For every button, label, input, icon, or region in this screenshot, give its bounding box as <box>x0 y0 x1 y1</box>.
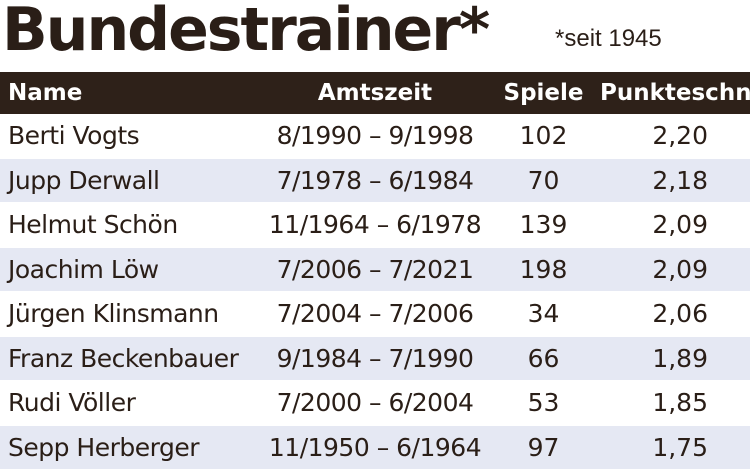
table-header-row: Name Amtszeit Spiele Punkteschnitt <box>0 72 750 114</box>
table-row: Sepp Herberger 11/1950 – 6/1964 97 1,75 <box>0 425 750 469</box>
table-row: Jürgen Klinsmann 7/2004 – 7/2006 34 2,06 <box>0 291 750 337</box>
column-header-spiele: Spiele <box>495 72 592 114</box>
table-row: Franz Beckenbauer 9/1984 – 7/1990 66 1,8… <box>0 336 750 381</box>
page-title: Bundestrainer* <box>2 0 490 65</box>
coach-table: Name Amtszeit Spiele Punkteschnitt Berti… <box>0 72 750 469</box>
cell-amtszeit: 11/1950 – 6/1964 <box>255 425 495 469</box>
cell-punkteschnitt: 2,20 <box>592 114 750 159</box>
cell-punkteschnitt: 2,09 <box>592 247 750 292</box>
cell-name: Jürgen Klinsmann <box>0 291 255 337</box>
cell-name: Franz Beckenbauer <box>0 336 255 381</box>
cell-name: Joachim Löw <box>0 247 255 292</box>
cell-spiele: 70 <box>495 158 592 203</box>
cell-spiele: 102 <box>495 114 592 159</box>
table-row: Joachim Löw 7/2006 – 7/2021 198 2,09 <box>0 247 750 292</box>
cell-amtszeit: 7/1978 – 6/1984 <box>255 158 495 203</box>
cell-punkteschnitt: 2,09 <box>592 202 750 248</box>
column-header-amtszeit: Amtszeit <box>255 72 495 114</box>
cell-amtszeit: 11/1964 – 6/1978 <box>255 202 495 248</box>
graphic-header: Bundestrainer* *seit 1945 <box>0 0 750 66</box>
cell-spiele: 53 <box>495 380 592 426</box>
cell-name: Helmut Schön <box>0 202 255 248</box>
cell-amtszeit: 7/2004 – 7/2006 <box>255 291 495 337</box>
cell-name: Berti Vogts <box>0 114 255 159</box>
cell-punkteschnitt: 1,75 <box>592 425 750 469</box>
column-header-name: Name <box>0 72 255 114</box>
column-header-punkteschnitt: Punkteschnitt <box>592 72 750 114</box>
cell-spiele: 34 <box>495 291 592 337</box>
table-row: Berti Vogts 8/1990 – 9/1998 102 2,20 <box>0 114 750 159</box>
cell-spiele: 97 <box>495 425 592 469</box>
table-row: Helmut Schön 11/1964 – 6/1978 139 2,09 <box>0 202 750 248</box>
coach-table-container: Name Amtszeit Spiele Punkteschnitt Berti… <box>0 72 750 469</box>
cell-spiele: 66 <box>495 336 592 381</box>
cell-name: Jupp Derwall <box>0 158 255 203</box>
cell-amtszeit: 8/1990 – 9/1998 <box>255 114 495 159</box>
cell-punkteschnitt: 1,89 <box>592 336 750 381</box>
cell-punkteschnitt: 1,85 <box>592 380 750 426</box>
cell-amtszeit: 7/2000 – 6/2004 <box>255 380 495 426</box>
table-row: Rudi Völler 7/2000 – 6/2004 53 1,85 <box>0 380 750 426</box>
table-body: Berti Vogts 8/1990 – 9/1998 102 2,20 Jup… <box>0 114 750 469</box>
cell-punkteschnitt: 2,06 <box>592 291 750 337</box>
cell-spiele: 198 <box>495 247 592 292</box>
cell-name: Sepp Herberger <box>0 425 255 469</box>
table-row: Jupp Derwall 7/1978 – 6/1984 70 2,18 <box>0 158 750 203</box>
cell-amtszeit: 9/1984 – 7/1990 <box>255 336 495 381</box>
cell-punkteschnitt: 2,18 <box>592 158 750 203</box>
title-footnote: *seit 1945 <box>555 25 662 52</box>
cell-amtszeit: 7/2006 – 7/2021 <box>255 247 495 292</box>
cell-name: Rudi Völler <box>0 380 255 426</box>
table-header: Name Amtszeit Spiele Punkteschnitt <box>0 72 750 114</box>
cell-spiele: 139 <box>495 202 592 248</box>
